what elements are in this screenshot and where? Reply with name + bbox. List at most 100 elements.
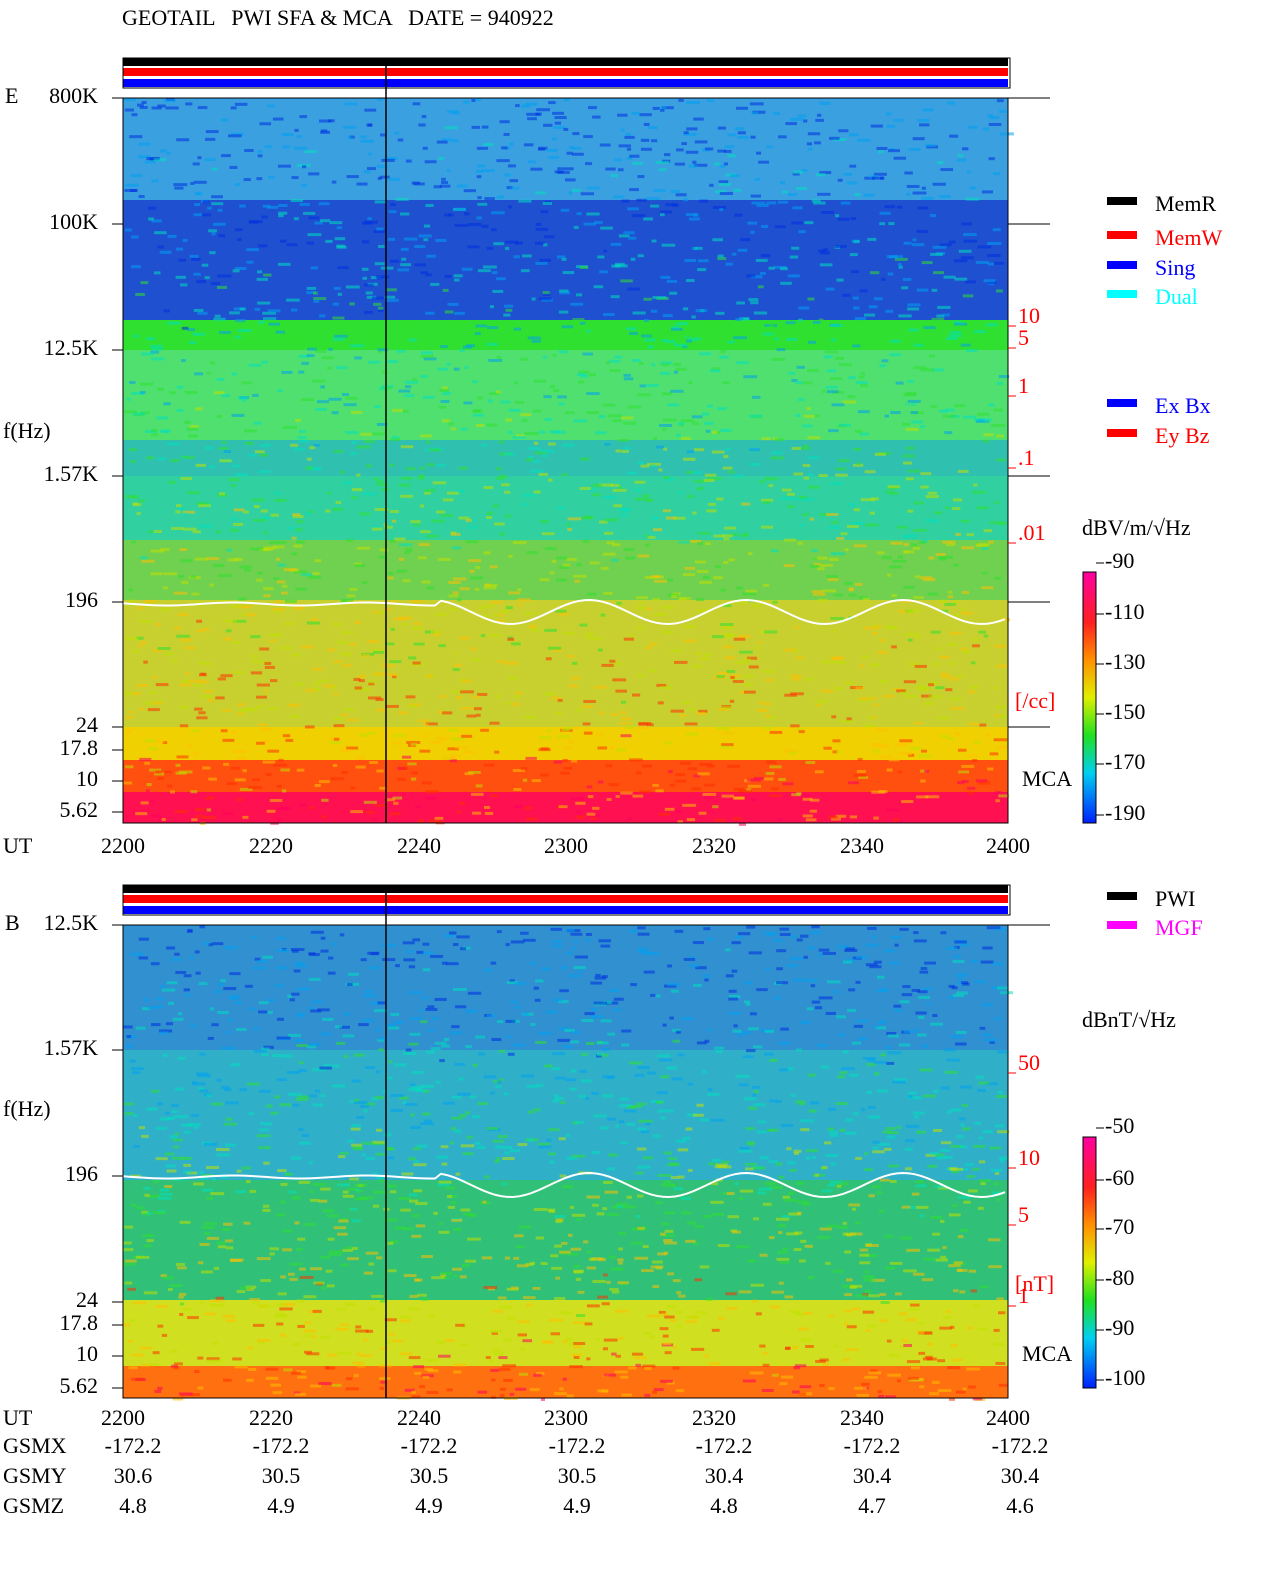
spectrogram-pixel: [178, 258, 187, 262]
spectrogram-pixel: [425, 440, 431, 444]
spectrogram-pixel: [688, 381, 693, 385]
spectrogram-pixel: [171, 1364, 178, 1368]
spectrogram-pixel: [961, 222, 972, 226]
spectrogram-pixel: [935, 1258, 949, 1262]
spectrogram-pixel: [993, 644, 1007, 648]
spectrogram-pixel: [678, 1294, 686, 1298]
spectrogram-pixel: [982, 439, 990, 443]
spectrogram-pixel: [533, 986, 539, 990]
spectrogram-pixel: [620, 791, 633, 795]
spectrogram-pixel: [463, 401, 473, 405]
spectrogram-pixel: [739, 317, 749, 321]
spectrogram-pixel: [526, 112, 541, 116]
spectrogram-pixel: [261, 1053, 269, 1057]
spectrogram-pixel: [871, 1185, 881, 1189]
spectrogram-pixel: [360, 139, 375, 143]
spectrogram-pixel: [886, 1339, 892, 1343]
spectrogram-pixel: [535, 241, 545, 245]
spectrogram-pixel: [741, 502, 751, 506]
spectrogram-pixel: [673, 1345, 678, 1349]
spectrogram-pixel: [583, 731, 593, 735]
spectrogram-pixel: [662, 1180, 672, 1184]
spectrogram-pixel: [526, 551, 538, 555]
spectrogram-pixel: [988, 540, 994, 544]
spectrogram-pixel: [934, 1153, 945, 1157]
spectrogram-pixel: [758, 1120, 766, 1124]
spectrogram-pixel: [859, 1253, 870, 1257]
spectrogram-pixel: [654, 613, 667, 617]
spectrogram-pixel: [306, 286, 317, 290]
spectrogram-pixel: [642, 1245, 649, 1249]
spectrogram-pixel: [141, 100, 147, 104]
spectrogram-pixel: [517, 1320, 530, 1324]
spectrogram-pixel: [385, 642, 395, 646]
spectrogram-pixel: [223, 1122, 238, 1126]
spectrogram-pixel: [581, 705, 594, 709]
spectrogram-pixel: [651, 139, 658, 143]
spectrogram-pixel: [227, 558, 239, 562]
spectrogram-pixel: [291, 992, 300, 996]
spectrogram-pixel: [195, 1072, 209, 1076]
spectrogram-pixel: [151, 179, 159, 183]
spectrogram-pixel: [159, 1192, 173, 1196]
spectrogram-pixel: [499, 609, 510, 613]
spectrogram-pixel: [277, 1292, 287, 1296]
spectrogram-pixel: [490, 600, 503, 604]
legend-label: Sing: [1155, 255, 1195, 280]
spectrogram-pixel: [440, 345, 448, 349]
spectrogram-pixel: [726, 1192, 735, 1196]
spectrogram-pixel: [916, 1330, 925, 1334]
spectrogram-pixel: [990, 1168, 1003, 1172]
spectrogram-pixel: [571, 947, 576, 951]
spectrogram-pixel: [710, 1200, 724, 1204]
spectrogram-pixel: [753, 1103, 766, 1107]
spectrogram-pixel: [517, 1143, 528, 1147]
spectrogram-pixel: [889, 492, 899, 496]
spectrogram-pixel: [719, 745, 732, 749]
spectrogram-pixel: [211, 1177, 217, 1181]
spectrogram-pixel: [747, 778, 762, 782]
spectrogram-pixel: [786, 492, 795, 496]
spectrogram-pixel: [196, 280, 207, 284]
spectrogram-pixel: [375, 1152, 386, 1156]
spectrogram-pixel: [407, 762, 417, 766]
spectrogram-pixel: [257, 154, 263, 158]
spectrogram-pixel: [278, 211, 288, 215]
spectrogram-pixel: [422, 723, 429, 727]
spectrogram-pixel: [403, 1274, 417, 1278]
spectrogram-pixel: [181, 359, 186, 363]
spectrogram-pixel: [296, 135, 303, 139]
spectrogram-pixel: [444, 126, 458, 130]
spectrogram-pixel: [264, 1122, 273, 1126]
spectrogram-pixel: [997, 1311, 1006, 1315]
spectrogram-pixel: [129, 710, 135, 714]
spectrogram-pixel: [893, 1008, 903, 1012]
spectrogram-pixel: [602, 1000, 612, 1004]
spectrogram-pixel: [596, 1041, 609, 1045]
spectrogram-pixel: [234, 183, 240, 187]
spectrogram-pixel: [566, 1156, 577, 1160]
spectrogram-pixel: [136, 636, 144, 640]
spectrogram-pixel: [677, 422, 685, 426]
spectrogram-pixel: [615, 689, 627, 693]
spectrogram-pixel: [678, 540, 690, 544]
spectrogram-pixel: [758, 160, 769, 164]
spectrogram-pixel: [737, 1033, 744, 1037]
spectrogram-pixel: [480, 634, 486, 638]
spectrogram-pixel: [139, 757, 152, 761]
spectrogram-pixel: [193, 1182, 204, 1186]
spectrogram-pixel: [454, 278, 460, 282]
spectrogram-pixel: [734, 1182, 739, 1186]
spectrogram-pixel: [536, 1083, 544, 1087]
spectrogram-pixel: [554, 1094, 559, 1098]
spectrogram-pixel: [562, 1340, 568, 1344]
spectrogram-pixel: [279, 239, 287, 243]
spectrogram-pixel: [298, 1068, 307, 1072]
spectrogram-pixel: [236, 798, 243, 802]
spectrogram-pixel: [161, 988, 176, 992]
spectrogram-pixel: [248, 1112, 254, 1116]
spectrogram-pixel: [263, 1161, 270, 1165]
spectrogram-pixel: [820, 689, 834, 693]
spectrogram-pixel: [591, 1151, 600, 1155]
spectrogram-pixel: [374, 477, 379, 481]
